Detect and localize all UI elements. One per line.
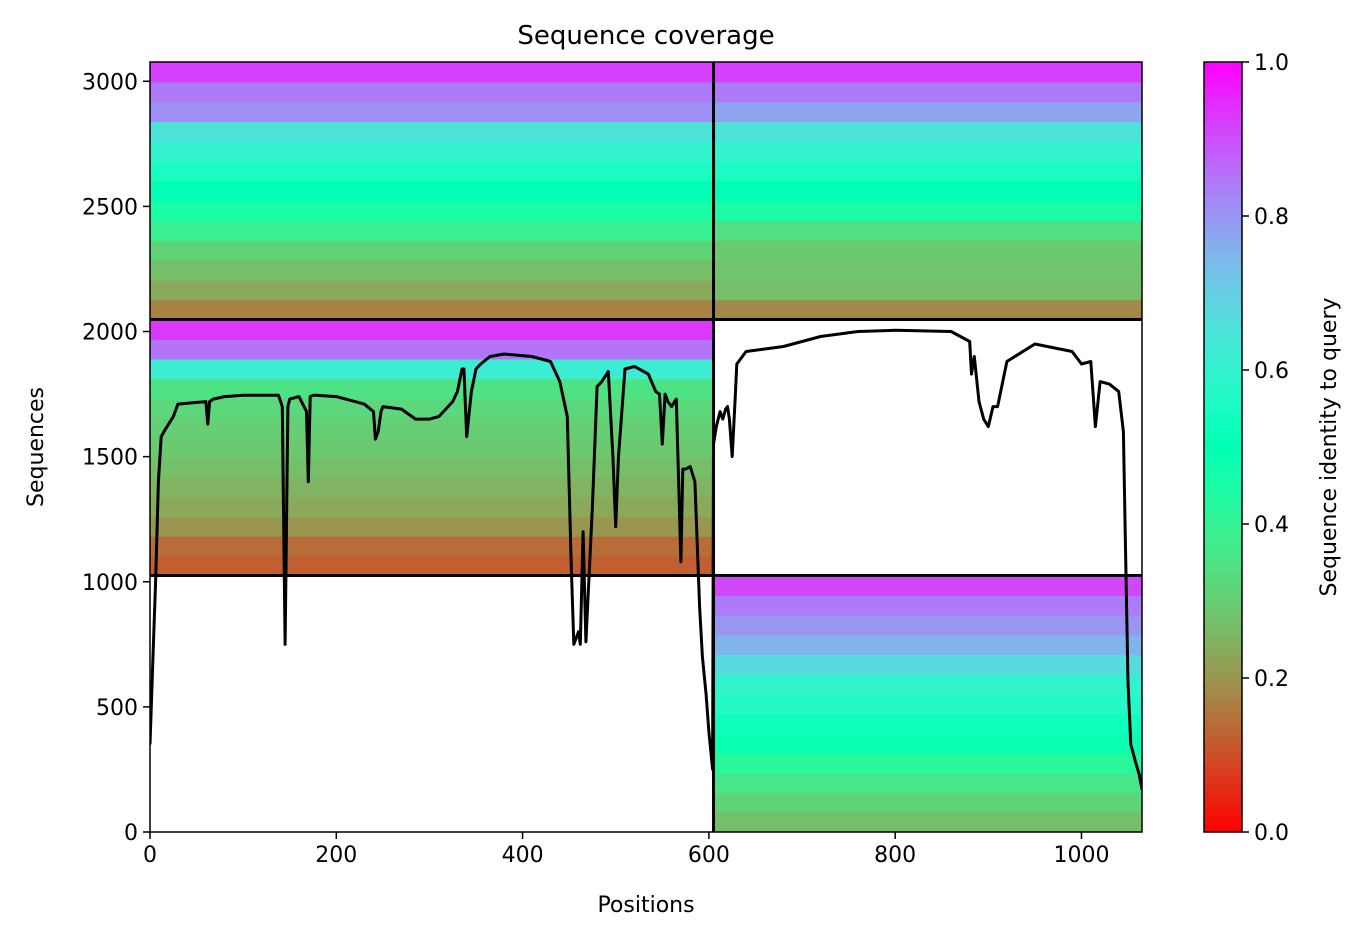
colorbar-tick-label: 0.4	[1254, 513, 1289, 538]
y-axis-label: Sequences	[24, 387, 49, 507]
heatmap-band	[713, 101, 1142, 123]
y-tick-label: 500	[96, 696, 138, 721]
heatmap-band	[150, 417, 714, 439]
x-axis: 0 200 400 600 800 1000	[143, 832, 1109, 868]
heatmap-band	[150, 200, 714, 222]
heatmap-band	[713, 772, 1142, 794]
heatmap-band	[713, 240, 1142, 261]
coverage-heatmap	[150, 62, 1142, 832]
heatmap-band	[713, 595, 1142, 616]
heatmap-band	[713, 654, 1142, 675]
heatmap-band	[713, 279, 1142, 301]
heatmap-band	[150, 121, 714, 142]
x-tick-label: 600	[688, 843, 730, 868]
heatmap-band	[150, 260, 714, 281]
heatmap-band	[713, 180, 1142, 202]
heatmap-band	[150, 555, 714, 577]
heatmap-band	[713, 812, 1142, 832]
heatmap-band	[150, 437, 714, 458]
heatmap-band	[150, 101, 714, 123]
heatmap-band	[713, 299, 1142, 321]
heatmap-band	[150, 319, 714, 340]
heatmap-band	[150, 62, 714, 83]
colorbar-tick-label: 0.2	[1254, 667, 1289, 692]
chart-title: Sequence coverage	[517, 21, 774, 51]
heatmap-band	[713, 614, 1142, 636]
heatmap-band	[150, 516, 714, 537]
heatmap-band	[713, 220, 1142, 241]
x-tick-label: 0	[143, 843, 157, 868]
x-tick-label: 1000	[1053, 843, 1109, 868]
x-tick-label: 200	[315, 843, 357, 868]
plot-frame	[149, 61, 1143, 833]
heatmap-band	[713, 733, 1142, 754]
plot-area	[150, 62, 1142, 832]
heatmap-band	[713, 121, 1142, 142]
colorbar: 0.0 0.2 0.4 0.6 0.8 1.0 Sequence identity to …	[1203, 51, 1342, 846]
heatmap-band	[150, 457, 714, 478]
colorbar-tick-label: 0.0	[1254, 821, 1289, 846]
y-tick-label: 3000	[82, 70, 138, 95]
heatmap-band	[150, 279, 714, 301]
heatmap-band	[150, 496, 714, 518]
colorbar-tick-label: 0.8	[1254, 205, 1289, 230]
heatmap-band	[713, 161, 1142, 182]
heatmap-band	[150, 378, 714, 399]
heatmap-band	[150, 240, 714, 261]
heatmap-band	[150, 180, 714, 202]
heatmap-band	[713, 62, 1142, 83]
heatmap-band	[150, 299, 714, 321]
heatmap-band	[150, 398, 714, 419]
y-tick-label: 0	[124, 821, 138, 846]
y-tick-label: 2500	[82, 195, 138, 220]
heatmap-band	[713, 141, 1142, 162]
heatmap-band	[713, 634, 1142, 656]
heatmap-band	[713, 792, 1142, 813]
colorbar-label: Sequence identity to query	[1317, 297, 1342, 596]
heatmap-band	[150, 339, 714, 360]
x-tick-label: 400	[502, 843, 544, 868]
heatmap-band	[150, 220, 714, 241]
y-tick-label: 1000	[82, 571, 138, 596]
heatmap-band	[150, 141, 714, 162]
coverage-line	[150, 328, 1142, 790]
heatmap-band	[150, 161, 714, 182]
heatmap-band	[150, 477, 714, 498]
colorbar-gradient	[1203, 61, 1243, 833]
x-axis-label: Positions	[597, 893, 694, 918]
heatmap-band	[713, 713, 1142, 734]
heatmap-band	[713, 693, 1142, 715]
heatmap-band	[150, 536, 714, 557]
heatmap-band	[150, 81, 714, 103]
y-axis: 0 500 1000 1500 2000 2500 3000	[82, 70, 150, 846]
heatmap-band	[713, 753, 1142, 774]
heatmap-band	[713, 575, 1142, 596]
heatmap-band	[713, 674, 1142, 695]
y-tick-label: 2000	[82, 321, 138, 346]
heatmap-band	[713, 260, 1142, 281]
x-tick-label: 800	[874, 843, 916, 868]
y-tick-label: 1500	[82, 446, 138, 471]
colorbar-tick-label: 1.0	[1254, 51, 1289, 76]
heatmap-band	[713, 81, 1142, 103]
heatmap-band	[150, 358, 714, 380]
colorbar-ticks: 0.0 0.2 0.4 0.6 0.8 1.0	[1242, 51, 1289, 846]
colorbar-tick-label: 0.6	[1254, 359, 1289, 384]
heatmap-band	[713, 200, 1142, 222]
